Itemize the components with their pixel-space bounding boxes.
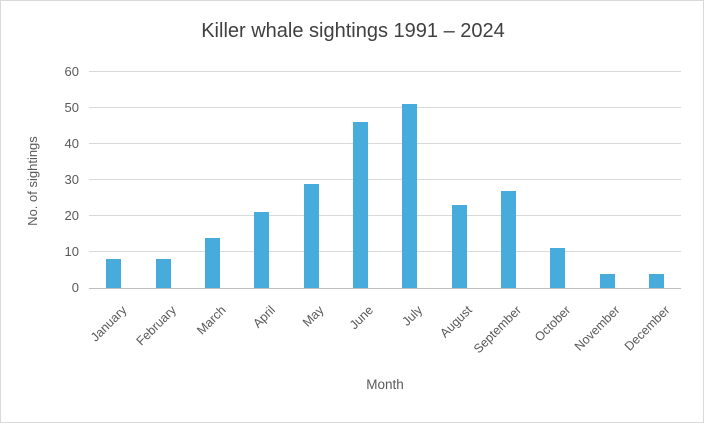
bar-march xyxy=(204,237,220,288)
x-tick-label-may: May xyxy=(300,303,327,330)
gridline-30 xyxy=(89,179,681,180)
x-tick-label-june: June xyxy=(347,303,377,333)
x-tick-label-december: December xyxy=(621,303,673,354)
x-tick-label-february: February xyxy=(133,303,179,349)
bar-september xyxy=(500,190,516,288)
x-axis-line xyxy=(89,288,681,289)
chart-title: Killer whale sightings 1991 – 2024 xyxy=(201,20,505,42)
y-tick-label-0: 0 xyxy=(71,280,79,295)
x-axis-title: Month xyxy=(366,377,404,392)
y-tick-label-40: 40 xyxy=(64,136,79,151)
x-tick-label-october: October xyxy=(532,303,574,345)
y-tick-label-50: 50 xyxy=(64,100,79,115)
bar-december xyxy=(648,273,664,288)
bar-july xyxy=(402,104,418,288)
bar-august xyxy=(451,205,467,288)
bar-april xyxy=(254,212,270,288)
gridline-10 xyxy=(89,251,681,252)
y-tick-label-60: 60 xyxy=(64,64,79,79)
y-tick-label-30: 30 xyxy=(64,172,79,187)
gridline-20 xyxy=(89,215,681,216)
plot-area xyxy=(89,71,681,289)
x-tick-label-july: July xyxy=(399,303,426,329)
bar-november xyxy=(599,273,615,288)
bar-june xyxy=(352,122,368,288)
bar-october xyxy=(550,248,566,288)
x-tick-label-august: August xyxy=(437,303,475,341)
x-tick-label-january: January xyxy=(88,303,130,345)
x-tick-label-march: March xyxy=(193,303,229,338)
gridline-50 xyxy=(89,107,681,108)
gridline-60 xyxy=(89,71,681,72)
x-tick-label-november: November xyxy=(572,303,623,354)
x-tick-label-april: April xyxy=(249,303,278,331)
bar-january xyxy=(106,259,122,288)
y-tick-label-20: 20 xyxy=(64,208,79,223)
gridline-40 xyxy=(89,143,681,144)
x-tick-label-september: September xyxy=(471,303,525,357)
bar-may xyxy=(303,183,319,288)
y-tick-label-10: 10 xyxy=(64,244,79,259)
bar-february xyxy=(155,259,171,288)
